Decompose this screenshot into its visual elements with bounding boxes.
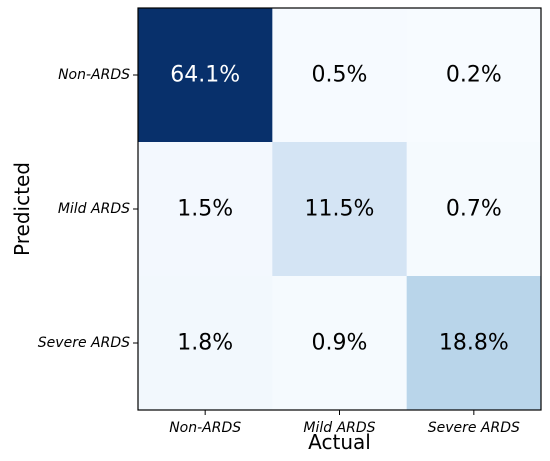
cell-value-label: 0.9%: [312, 331, 368, 356]
y-tick-label: Mild ARDS: [58, 201, 130, 217]
heatmap-cell: [406, 8, 542, 143]
y-axis-title: Predicted: [10, 162, 34, 256]
cell-value-label: 0.2%: [446, 63, 502, 88]
cell-value-label: 1.5%: [177, 197, 233, 222]
heatmap-cell: [272, 276, 408, 411]
heatmap-cell: [406, 276, 542, 411]
x-tick-label: Non-ARDS: [169, 420, 241, 436]
heatmap-cell: [272, 8, 408, 143]
x-tick-label: Severe ARDS: [428, 420, 520, 436]
x-axis-title: Actual: [308, 430, 371, 454]
heatmap-cell: [138, 276, 273, 411]
heatmap-cell: [138, 8, 273, 143]
x-tick-label: Mild ARDS: [303, 420, 375, 436]
heatmap-cells: 64.1% 0.5% 0.2% 1.5% 11.5% 0.7% 1.8% 0.9% 18.8%: [138, 8, 542, 411]
x-axis-ticks: Non-ARDS Mild ARDS Severe ARDS: [169, 410, 520, 436]
cell-value-label: 11.5%: [305, 197, 375, 222]
cell-value-label: 1.8%: [177, 331, 233, 356]
heatmap-cell: [406, 142, 542, 277]
heatmap-cell: [272, 142, 408, 277]
cell-value-label: 0.5%: [312, 63, 368, 88]
y-tick-label: Severe ARDS: [38, 335, 130, 351]
cell-value-label: 18.8%: [439, 331, 509, 356]
cell-value-label: 0.7%: [446, 197, 502, 222]
y-tick-label: Non-ARDS: [58, 67, 130, 83]
heatmap-cell: [138, 142, 273, 277]
cell-value-label: 64.1%: [170, 63, 240, 88]
y-axis-ticks: Non-ARDS Mild ARDS Severe ARDS: [38, 67, 138, 351]
